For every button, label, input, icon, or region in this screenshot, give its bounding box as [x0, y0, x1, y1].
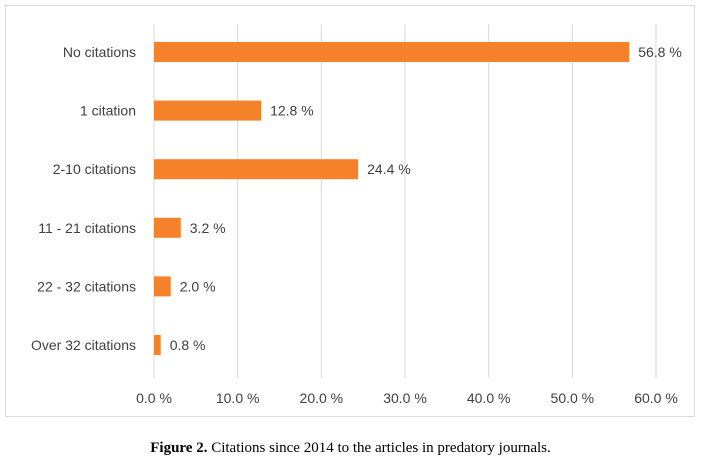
bar [154, 276, 171, 297]
data-label: 2.0 % [180, 278, 216, 294]
category-label: Over 32 citations [31, 337, 136, 353]
data-label: 24.4 % [367, 161, 411, 177]
x-tick-label: 30.0 % [383, 390, 427, 406]
category-label: 2-10 citations [53, 161, 136, 177]
x-tick-label: 50.0 % [551, 390, 595, 406]
gridlines [153, 24, 657, 378]
category-label: 11 - 21 citations [38, 220, 136, 236]
figure-caption: Figure 2. Citations since 2014 to the ar… [0, 440, 701, 457]
x-tick-label: 60.0 % [634, 390, 678, 406]
category-labels: No citations 1 citation 2-10 citations 11 -… [31, 44, 136, 353]
x-tick-label: 0.0 % [136, 390, 172, 406]
category-label: No citations [63, 44, 136, 60]
data-label: 56.8 % [638, 44, 682, 60]
bar-chart: No citations 1 citation 2-10 citations 11 -… [31, 24, 682, 406]
category-label: 22 - 32 citations [37, 278, 136, 294]
category-label: 1 citation [80, 103, 136, 119]
data-label: 12.8 % [270, 103, 314, 119]
x-tick-label: 20.0 % [300, 390, 344, 406]
data-labels: 56.8 % 12.8 % 24.4 % 3.2 % 2.0 % 0.8 % [170, 44, 682, 353]
data-label: 0.8 % [170, 337, 206, 353]
x-tick-label: 10.0 % [216, 390, 260, 406]
data-label: 3.2 % [190, 220, 226, 236]
bar [154, 42, 630, 62]
x-tick-labels: 0.0 % 10.0 % 20.0 % 30.0 % 40.0 % 50.0 % 60.0 … [136, 390, 678, 406]
caption-prefix: Figure 2. [150, 440, 208, 456]
bar [154, 100, 262, 121]
x-tick-label: 40.0 % [467, 390, 511, 406]
bars [154, 42, 630, 355]
bar [154, 159, 359, 180]
caption-text: Citations since 2014 to the articles in … [207, 440, 551, 456]
bar [154, 217, 181, 238]
bar [154, 335, 161, 355]
chart-frame: No citations 1 citation 2-10 citations 11 -… [5, 5, 695, 417]
